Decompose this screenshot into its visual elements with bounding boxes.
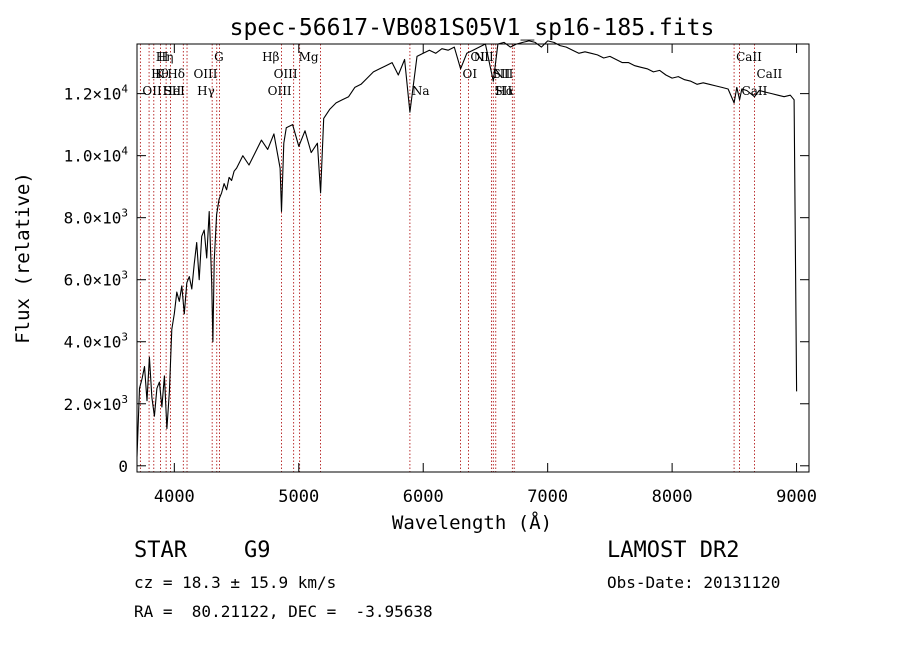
coordinates-text: RA = 80.21122, DEC = -3.95638 — [134, 602, 433, 621]
y-tick-label: 0 — [118, 457, 128, 476]
chart-title: spec-56617-VB081S05V1_sp16-185.fits — [230, 15, 715, 41]
spectral-line-label: Hη — [156, 50, 174, 64]
spectral-line-label: OI — [470, 50, 485, 64]
spectral-line-label: SII — [164, 84, 182, 98]
spectral-line-label: OIII — [274, 67, 298, 81]
spectral-line-label: K — [155, 67, 165, 81]
x-tick-label: 5000 — [278, 487, 319, 507]
y-tick-label: 8.0×103 — [64, 207, 128, 228]
x-axis-label: Wavelength (Å) — [392, 511, 552, 534]
class-label: STAR — [134, 538, 187, 563]
spectral-line-label: Na — [412, 84, 430, 98]
x-tick-label: 9000 — [776, 487, 817, 507]
x-tick-label: 7000 — [527, 487, 568, 507]
obs-date-text: Obs-Date: 20131120 — [607, 573, 781, 592]
spectral-line-label: NII — [493, 67, 513, 81]
y-tick-label: 6.0×103 — [64, 269, 128, 290]
spectral-line-label: SII — [494, 84, 512, 98]
y-tick-label: 4.0×103 — [64, 331, 128, 352]
spectral-line-label: H — [158, 50, 168, 64]
survey-label: LAMOST DR2 — [607, 538, 740, 563]
spectral-line-label: OIII — [268, 84, 292, 98]
y-tick-label: 1.0×104 — [64, 145, 129, 166]
spectral-line-label: Mg — [299, 50, 319, 64]
spectral-line-label: Hδ — [167, 67, 185, 81]
y-tick-label: 2.0×103 — [64, 393, 128, 414]
spectral-line-label: CaII — [736, 50, 762, 64]
spectral-line-label: Hβ — [262, 50, 279, 64]
x-tick-label: 4000 — [154, 487, 195, 507]
redshift-text: cz = 18.3 ± 15.9 km/s — [134, 573, 337, 592]
spectral-line-label: CaII — [742, 84, 768, 98]
axes: 4000 5000 6000 7000 8000 9000 0 2.0×103 4.0×103 6… — [64, 44, 817, 507]
x-tick-label: 8000 — [652, 487, 693, 507]
spectral-line-label: OIII — [193, 67, 217, 81]
subclass-label: G9 — [244, 538, 271, 563]
spectral-line-label: CaII — [756, 67, 782, 81]
spectral-line-label: G — [214, 50, 224, 64]
x-tick-label: 6000 — [403, 487, 444, 507]
spectral-line-label: HeI — [163, 84, 186, 98]
spectral-line-markers — [139, 44, 755, 472]
plot-frame — [136, 43, 810, 473]
spectral-line-label: Hα — [495, 84, 514, 98]
spectral-line-label: NII — [474, 50, 494, 64]
spectrum-line — [136, 40, 798, 457]
spectral-line-label: OI — [463, 67, 478, 81]
spectral-line-label: Hθ — [151, 67, 169, 81]
spectrum-series — [136, 40, 798, 457]
y-tick-label: 1.2×104 — [64, 83, 129, 104]
spectral-line-label: Hγ — [197, 84, 215, 98]
y-axis-label: Flux (relative) — [12, 172, 34, 344]
spectral-line-label: SII — [493, 67, 511, 81]
spectral-line-label: OII — [142, 84, 162, 98]
